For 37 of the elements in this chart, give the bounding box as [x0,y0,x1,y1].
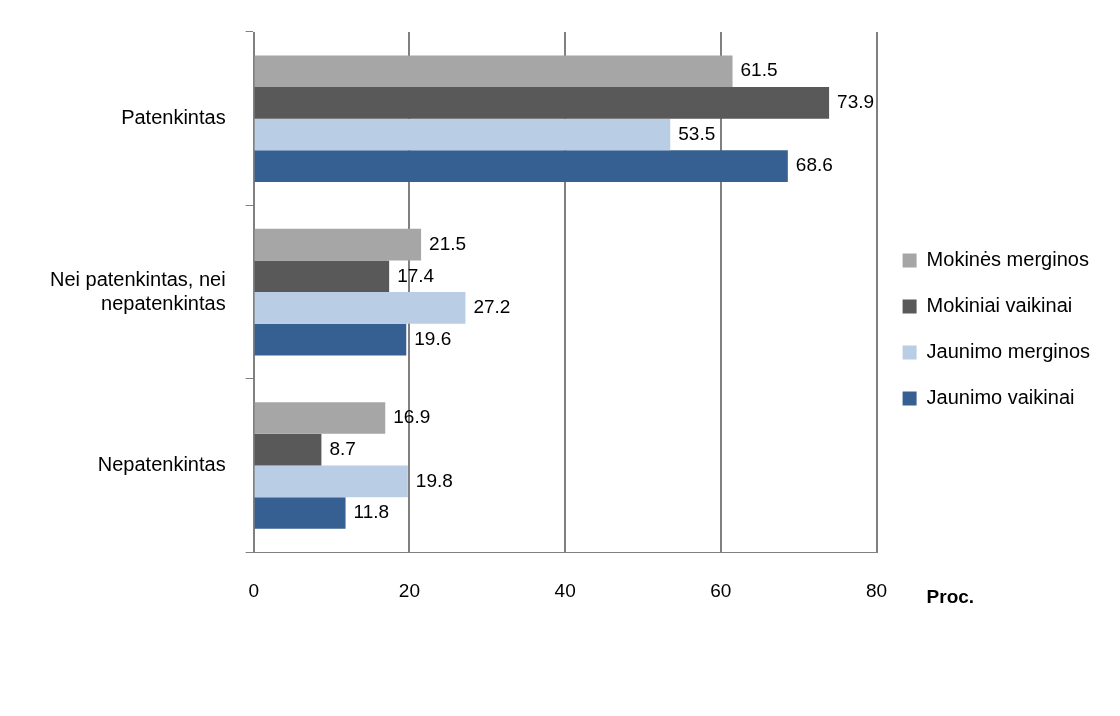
bar [254,402,386,434]
data-label: 68.6 [795,154,833,176]
bar [254,260,390,293]
data-label: 53.5 [678,122,716,144]
data-label: 21.5 [429,232,467,254]
bar [254,228,422,261]
y-tick-label: Nei patenkintas, nei nepatenkintas [49,267,226,314]
x-tick-label: 80 [866,579,888,601]
legend-label: Mokiniai vaikinai [926,294,1073,317]
x-tick-label: 40 [554,579,576,601]
bar [254,150,788,182]
bar [254,87,830,119]
data-label: 73.9 [837,91,875,113]
data-label: 19.8 [415,469,453,491]
data-label: 16.9 [393,406,431,428]
data-label: 8.7 [329,437,356,459]
x-axis-title: Proc. [926,586,975,608]
bar [254,292,466,324]
bar [254,433,322,466]
legend-label: Jaunimo vaikinai [926,386,1075,409]
x-tick-label: 0 [248,579,259,601]
data-label: 19.6 [414,327,452,349]
bar [254,465,408,498]
data-label: 11.8 [353,501,390,523]
bar [254,55,733,88]
data-label: 27.2 [473,296,511,318]
y-tick-label: Patenkintas [121,106,226,129]
x-tick-label: 20 [398,579,420,601]
x-tick-label: 60 [710,579,732,601]
bar [254,323,407,356]
data-label: 17.4 [397,264,435,286]
data-label: 61.5 [740,59,778,81]
legend-label: Jaunimo merginos [926,340,1091,363]
bar [254,497,346,529]
legend-label: Mokinės merginos [926,248,1089,271]
y-tick-label: Nepatenkintas [97,453,226,476]
bar [254,118,671,151]
